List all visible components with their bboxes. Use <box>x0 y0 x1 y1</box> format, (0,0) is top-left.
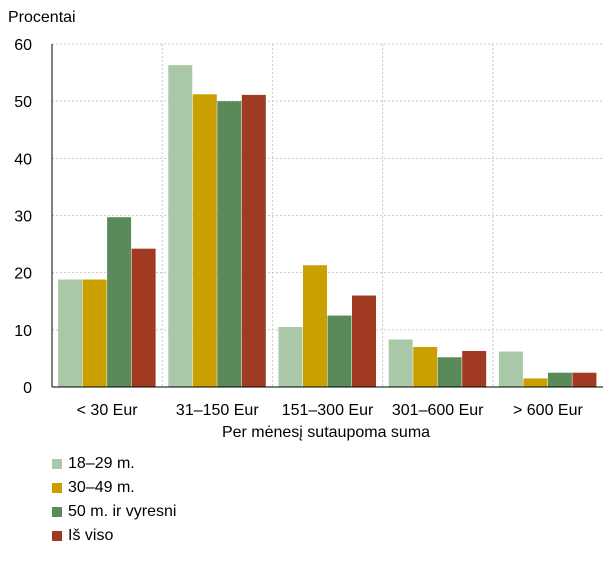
x-tick-label: 31–150 Eur <box>176 402 259 419</box>
bar <box>572 372 597 387</box>
y-tick-label: 50 <box>14 94 32 111</box>
legend-item: 50 m. ir vyresni <box>52 500 176 524</box>
bar <box>327 315 352 387</box>
legend-label: 18–29 m. <box>68 455 135 472</box>
bar <box>107 217 132 387</box>
legend-item: 30–49 m. <box>52 476 176 500</box>
bar <box>217 101 242 388</box>
y-tick-label: 20 <box>14 266 32 283</box>
y-tick-label: 60 <box>14 37 32 54</box>
legend-swatch <box>52 531 62 541</box>
x-axis-title: Per mėnesį sutaupoma suma <box>222 424 430 441</box>
bar <box>168 65 193 387</box>
bar <box>82 279 107 387</box>
y-axis-title: Procentai <box>8 9 76 26</box>
axes: 0 10 20 30 40 50 60 < 30 Eur 31–150 Eur 151–300 E… <box>14 37 603 419</box>
x-tick-label: > 600 Eur <box>513 402 584 419</box>
legend-label: 30–49 m. <box>68 479 135 496</box>
y-tick-label: 30 <box>14 209 32 226</box>
bar <box>437 357 462 387</box>
bar <box>352 295 376 387</box>
x-tick-label: 301–600 Eur <box>392 402 484 419</box>
grid-lines <box>52 43 603 387</box>
y-tick-label: 0 <box>23 380 32 397</box>
bar <box>58 279 83 387</box>
legend: 18–29 m. 30–49 m. 50 m. ir vyresni Iš viso <box>52 452 176 548</box>
legend-swatch <box>52 459 62 469</box>
legend-swatch <box>52 507 62 517</box>
bar <box>131 248 156 387</box>
bar <box>192 94 217 387</box>
bar <box>303 265 327 387</box>
bar <box>241 94 266 388</box>
bar <box>413 346 438 387</box>
x-tick-label: 151–300 Eur <box>282 402 374 419</box>
y-tick-label: 40 <box>14 151 32 168</box>
bar <box>278 326 303 387</box>
bars <box>58 65 597 388</box>
bar <box>462 350 487 387</box>
bar <box>498 351 523 387</box>
legend-swatch <box>52 483 62 493</box>
x-tick-label: < 30 Eur <box>77 402 139 419</box>
bar <box>388 339 413 387</box>
legend-item: 18–29 m. <box>52 452 176 476</box>
bar <box>547 372 572 387</box>
legend-item: Iš viso <box>52 524 176 548</box>
legend-label: Iš viso <box>68 527 114 544</box>
bar-chart: Procentai 0 10 20 30 40 50 60 < 30 Eur 31–150 Eu… <box>8 9 603 441</box>
bar <box>523 378 548 387</box>
legend-label: 50 m. ir vyresni <box>68 503 177 520</box>
y-tick-label: 10 <box>14 323 32 340</box>
